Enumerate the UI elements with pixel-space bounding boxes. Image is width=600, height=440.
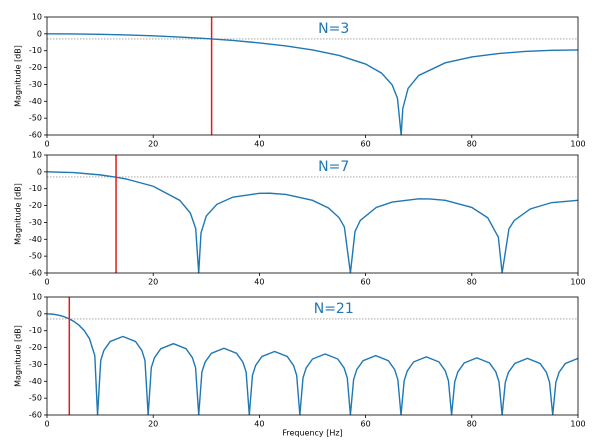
- x-tick-label: 40: [254, 278, 264, 287]
- y-tick-label: -30: [29, 360, 42, 369]
- x-tick-label: 100: [570, 278, 585, 287]
- y-tick-label: -20: [29, 201, 42, 210]
- x-tick-label: 100: [570, 140, 585, 149]
- y-axis-label: Magnitude [dB]: [14, 45, 23, 107]
- panel-title: N=3: [318, 21, 349, 37]
- response-line: [47, 171, 578, 273]
- y-tick-label: -50: [29, 394, 42, 403]
- axes-frame: [46, 16, 579, 136]
- panel-title: N=21: [314, 301, 354, 317]
- response-line: [47, 313, 578, 415]
- x-tick-label: 80: [467, 140, 477, 149]
- y-tick-label: -30: [29, 218, 42, 227]
- axes-frame: [46, 296, 579, 416]
- x-tick-label: 60: [361, 140, 371, 149]
- y-tick-label: 10: [32, 13, 42, 22]
- x-axis-label: Frequency [Hz]: [282, 429, 342, 438]
- panel-title: N=7: [318, 159, 349, 175]
- y-axis-label: Magnitude [dB]: [14, 183, 23, 245]
- y-tick-label: -40: [29, 97, 42, 106]
- x-tick-label: 0: [44, 278, 49, 287]
- y-tick-label: -50: [29, 252, 42, 261]
- x-tick-label: 20: [148, 140, 158, 149]
- y-tick-label: -30: [29, 80, 42, 89]
- y-tick-label: -20: [29, 63, 42, 72]
- x-tick-label: 60: [361, 420, 371, 429]
- x-tick-label: 100: [570, 420, 585, 429]
- y-tick-label: -40: [29, 235, 42, 244]
- y-tick-label: -40: [29, 377, 42, 386]
- y-tick-label: 10: [32, 293, 42, 302]
- y-tick-label: 0: [37, 29, 42, 38]
- y-tick-label: 10: [32, 151, 42, 160]
- y-tick-label: -60: [29, 411, 42, 420]
- plot-area: [47, 17, 578, 135]
- x-tick-label: 80: [467, 420, 477, 429]
- y-tick-label: -60: [29, 131, 42, 140]
- x-tick-label: 0: [44, 140, 49, 149]
- x-tick-label: 20: [148, 278, 158, 287]
- y-tick-label: -10: [29, 46, 42, 55]
- x-tick-label: 0: [44, 420, 49, 429]
- y-tick-label: 0: [37, 309, 42, 318]
- axes-frame: [46, 154, 579, 274]
- y-tick-label: 0: [37, 167, 42, 176]
- x-tick-label: 40: [254, 140, 264, 149]
- y-tick-label: -50: [29, 114, 42, 123]
- y-tick-label: -60: [29, 269, 42, 278]
- x-tick-label: 80: [467, 278, 477, 287]
- x-tick-label: 40: [254, 420, 264, 429]
- plot-area: [47, 155, 578, 273]
- x-tick-label: 60: [361, 278, 371, 287]
- y-axis-label: Magnitude [dB]: [14, 325, 23, 387]
- y-tick-label: -10: [29, 326, 42, 335]
- y-tick-label: -20: [29, 343, 42, 352]
- plot-area: [47, 297, 578, 415]
- y-tick-label: -10: [29, 184, 42, 193]
- response-line: [47, 33, 578, 135]
- x-tick-label: 20: [148, 420, 158, 429]
